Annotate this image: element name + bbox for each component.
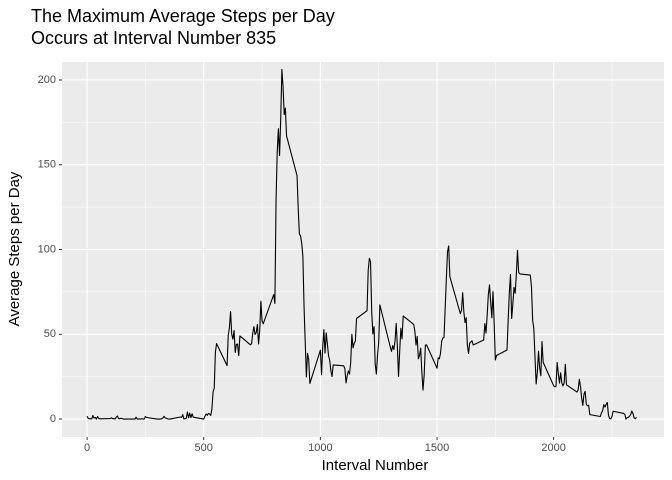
x-tick-label: 500 (195, 442, 213, 454)
y-tick-label: 150 (38, 159, 56, 171)
x-tick-label: 2000 (541, 442, 565, 454)
y-tick-label: 200 (38, 74, 56, 86)
x-axis-label: Interval Number (322, 457, 429, 474)
data-line (86, 68, 637, 420)
y-axis-label: Average Steps per Day (6, 171, 23, 326)
chart-title: Occurs at Interval Number 835 (31, 28, 276, 48)
chart-title: The Maximum Average Steps per Day (31, 6, 335, 26)
x-tick-label: 1000 (308, 442, 332, 454)
y-tick-label: 100 (38, 243, 56, 255)
y-tick-label: 50 (44, 328, 56, 340)
x-tick-label: 0 (84, 442, 90, 454)
x-tick-label: 1500 (425, 442, 449, 454)
y-tick-label: 0 (50, 413, 56, 425)
